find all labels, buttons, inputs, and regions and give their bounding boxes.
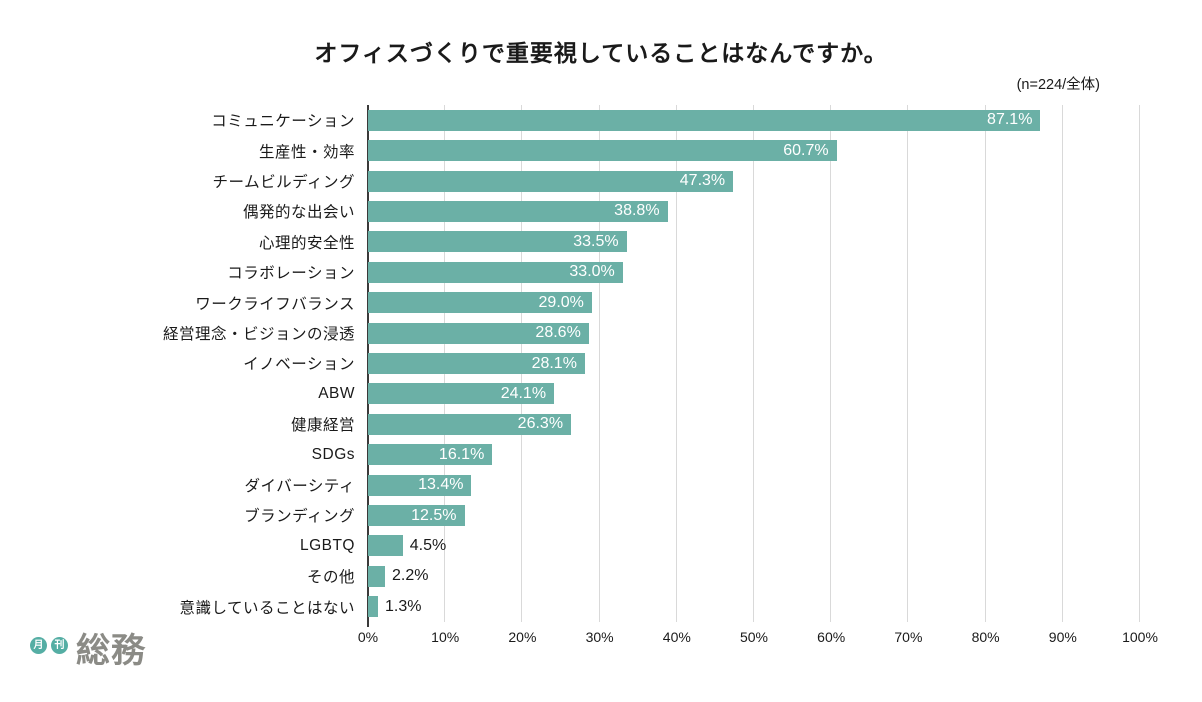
bar — [368, 353, 585, 374]
x-tick-50: 50% — [739, 629, 769, 645]
bar — [368, 383, 555, 405]
category-label: SDGs — [311, 445, 355, 463]
bar-row: 12.5% — [368, 505, 1140, 527]
value-label: 38.8% — [614, 202, 660, 220]
chart-title: オフィスづくりで重要視していることはなんですか。 — [314, 40, 888, 66]
category-label: ブランディング — [244, 508, 355, 526]
x-tick-90: 90% — [1048, 629, 1077, 645]
x-tick-80: 80% — [971, 629, 1000, 645]
bar — [368, 596, 379, 618]
bar — [368, 505, 465, 527]
bar-row: 47.3% — [368, 170, 1140, 192]
bar-row: 1.3% — [368, 596, 1140, 618]
bar — [368, 535, 403, 557]
bar-row: 26.3% — [368, 413, 1140, 435]
gridline-70 — [907, 105, 909, 622]
bar-row: 28.1% — [368, 353, 1140, 374]
gekkan-soumu-logo: 月 刊 総務 — [30, 634, 146, 668]
category-label: チームビルディング — [212, 174, 355, 192]
category-label: 偶発的な出会い — [242, 204, 355, 222]
value-label: 47.3% — [679, 172, 726, 190]
category-label: イノベーション — [243, 356, 355, 374]
value-label: 4.5% — [409, 536, 447, 554]
logo-wordmark: 総務 — [76, 632, 146, 670]
category-label: 生産性・効率 — [258, 143, 355, 161]
value-label: 29.0% — [538, 293, 584, 311]
bar — [368, 109, 1041, 131]
category-label: 意識していることはない — [179, 599, 355, 617]
category-label: コラボレーション — [227, 265, 355, 283]
x-tick-60: 60% — [817, 629, 846, 645]
gridline-40 — [675, 105, 677, 622]
bar-row: 29.0% — [368, 292, 1140, 314]
plot-area: 87.1% 60.7% 47.3% 38.8% 33.5% 33.0% 29.0% 28.6%… — [367, 105, 1140, 627]
value-label: 26.3% — [517, 415, 564, 433]
category-label: ダイバーシティ — [244, 478, 355, 496]
category-axis-labels: コミュニケーション生産性・効率チームビルディング偶発的な出会い心理的安全性コラボ… — [0, 105, 355, 622]
gridline-100 — [1139, 105, 1140, 622]
bar-row: 13.4% — [368, 474, 1140, 496]
bar-row: 4.5% — [368, 535, 1140, 557]
value-label: 13.4% — [418, 476, 464, 494]
value-label: 60.7% — [783, 141, 829, 159]
category-label: ABW — [318, 384, 355, 402]
bar — [368, 413, 572, 435]
x-tick-40: 40% — [662, 629, 691, 645]
bar — [368, 200, 668, 222]
bar — [368, 565, 385, 587]
category-label: 経営理念・ビジョンの浸透 — [162, 326, 355, 344]
bar-row: 38.8% — [368, 200, 1140, 222]
x-tick-20: 20% — [508, 629, 537, 645]
bar-row: 24.1% — [368, 383, 1140, 405]
x-tick-0: 0% — [357, 629, 379, 645]
value-label: 12.5% — [411, 506, 457, 524]
bar — [368, 292, 592, 314]
gridline-30 — [598, 105, 600, 622]
category-label: LGBTQ — [299, 536, 355, 554]
x-tick-10: 10% — [431, 629, 460, 645]
value-label: 28.6% — [535, 324, 581, 342]
category-label: 健康経営 — [290, 417, 355, 435]
value-label: 33.5% — [573, 232, 619, 250]
bar — [368, 322, 589, 344]
x-axis-tick-labels: 0% 10% 20% 30% 40% 50% 60% 70% 80% 90% 100% — [358, 629, 1158, 649]
category-label: コミュニケーション — [211, 113, 355, 131]
bar — [368, 170, 734, 192]
bar-row: 87.1% — [368, 109, 1140, 131]
bar — [368, 140, 837, 162]
value-label: 87.1% — [987, 111, 1033, 129]
x-tick-30: 30% — [585, 629, 614, 645]
gridline-90 — [1061, 105, 1063, 622]
bar — [368, 261, 623, 283]
gridline-80 — [984, 105, 986, 622]
bar-row: 60.7% — [368, 140, 1140, 162]
value-label: 1.3% — [385, 597, 422, 615]
bar-row: 16.1% — [368, 444, 1140, 466]
value-label: 2.2% — [391, 567, 429, 585]
gridline-50 — [753, 105, 754, 622]
x-tick-70: 70% — [894, 629, 923, 645]
value-label: 33.0% — [569, 263, 615, 281]
logo-circle-kan: 刊 — [51, 637, 68, 654]
bar — [368, 231, 627, 253]
value-label: 16.1% — [438, 445, 485, 463]
bar — [368, 444, 493, 466]
bar-row: 28.6% — [368, 322, 1140, 344]
x-tick-100: 100% — [1122, 629, 1158, 645]
bar — [368, 474, 472, 496]
bar-row: 33.0% — [368, 261, 1140, 283]
bar-row: 2.2% — [368, 565, 1140, 587]
logo-circle-gekkan: 月 — [30, 637, 47, 654]
category-label: その他 — [306, 569, 355, 587]
value-label: 28.1% — [531, 354, 577, 372]
sample-size-label: (n=224/全体) — [1016, 77, 1100, 93]
gridline-60 — [830, 105, 832, 622]
bar-row: 33.5% — [368, 231, 1140, 253]
category-label: ワークライフバランス — [195, 295, 355, 313]
category-label: 心理的安全性 — [258, 234, 355, 252]
value-label: 24.1% — [500, 384, 547, 402]
